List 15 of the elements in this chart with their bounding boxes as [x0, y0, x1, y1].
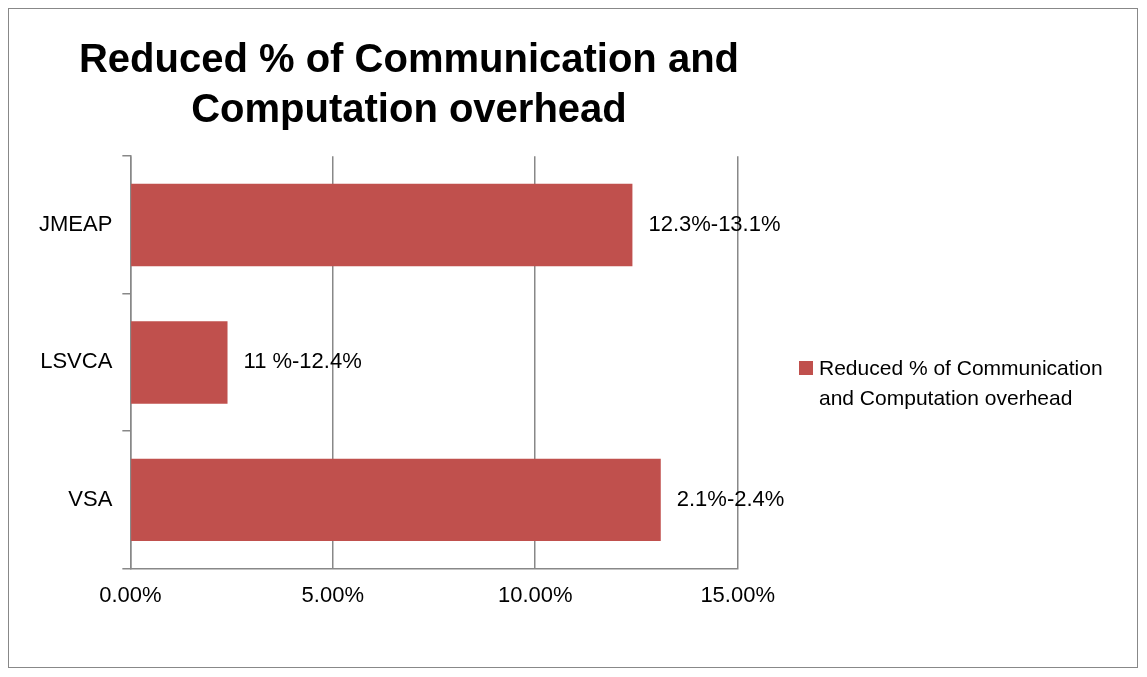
x-tick-label: 10.00% [497, 581, 573, 607]
y-tick-label: JMEAP [38, 211, 113, 236]
bar [131, 321, 228, 404]
x-tick-label: 5.00% [301, 581, 364, 607]
annotation: 2.1%-2.4% [676, 485, 785, 511]
y-tick-label: LSVCA [40, 348, 113, 374]
x-tick-label: 15.00% [700, 581, 775, 607]
annotation: 12.3%-13.1% [648, 211, 781, 236]
bar [131, 183, 633, 267]
bar [131, 458, 661, 542]
legend-label: Reduced % of Communication and Computation overhead [819, 355, 1104, 411]
chart-title: Reduced % of Communication and Computation overhead [77, 35, 740, 132]
annotation: 11 %-12.4% [243, 348, 362, 374]
y-tick-label: VSA [68, 485, 113, 511]
x-tick-label: 0.00% [99, 581, 162, 607]
